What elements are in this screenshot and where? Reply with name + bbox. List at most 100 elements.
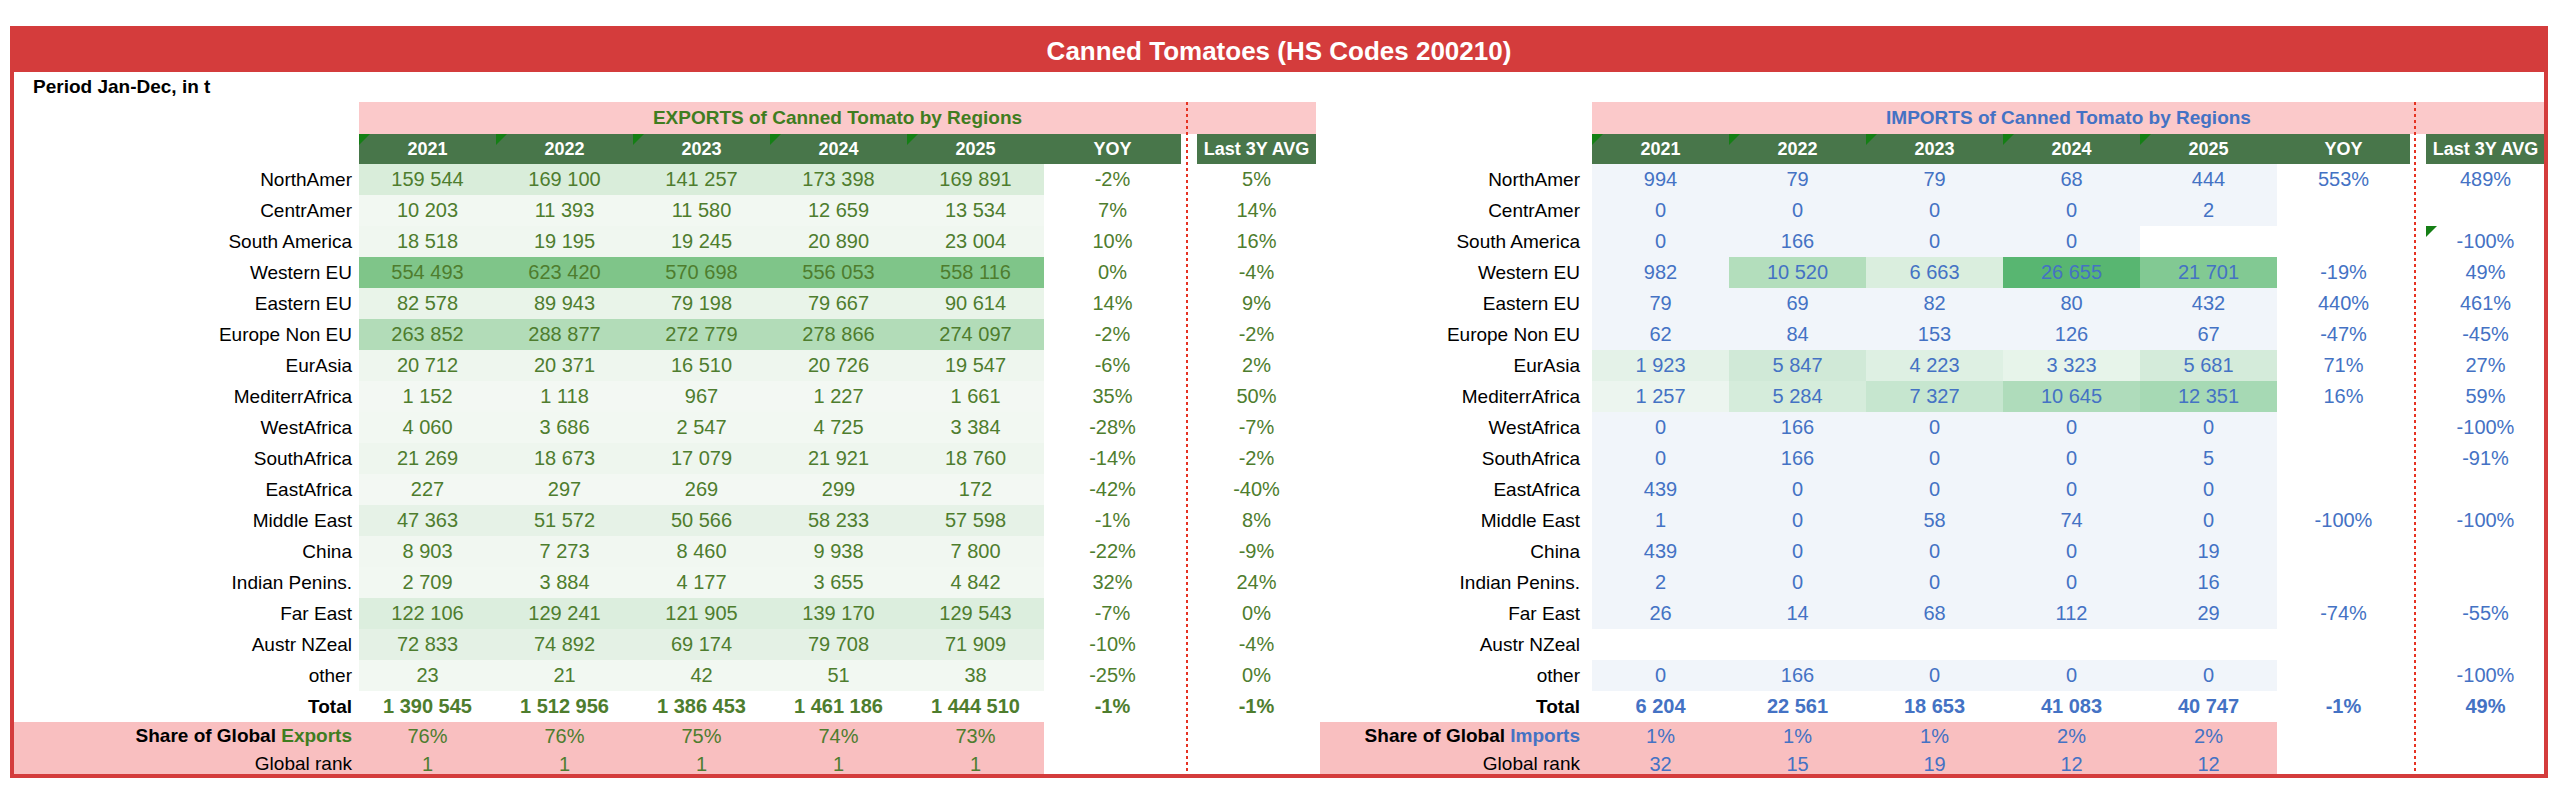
imports-yoy-cell[interactable]: -19%	[2277, 257, 2410, 288]
exports-value-cell[interactable]: 1 512 956	[496, 691, 633, 722]
exports-value-cell[interactable]: 21 921	[770, 443, 907, 474]
imports-value-cell[interactable]: 1 923	[1592, 350, 1729, 381]
imports-value-cell[interactable]: 0	[2003, 412, 2140, 443]
exports-value-cell[interactable]: 21 269	[359, 443, 496, 474]
imports-value-cell[interactable]: 166	[1729, 660, 1866, 691]
imports-avg-cell[interactable]: 461%	[2426, 288, 2545, 319]
imports-share-cell[interactable]: 1%	[1866, 722, 2003, 750]
exports-value-cell[interactable]: 269	[633, 474, 770, 505]
exports-value-cell[interactable]: 129 241	[496, 598, 633, 629]
imports-value-cell[interactable]: 68	[1866, 598, 2003, 629]
imports-value-cell[interactable]: 166	[1729, 412, 1866, 443]
exports-avg-cell[interactable]: -9%	[1197, 536, 1316, 567]
imports-value-cell[interactable]: 0	[1729, 505, 1866, 536]
row-label[interactable]: NorthAmer	[1320, 164, 1584, 195]
rank-label[interactable]: Global rank	[14, 750, 356, 778]
exports-share-cell[interactable]: 73%	[907, 722, 1044, 750]
imports-value-cell[interactable]: 82	[1866, 288, 2003, 319]
imports-value-cell[interactable]: 69	[1729, 288, 1866, 319]
row-label[interactable]: MediterrAfrica	[1320, 381, 1584, 412]
imports-avg-cell[interactable]: 489%	[2426, 164, 2545, 195]
exports-value-cell[interactable]: 1 390 545	[359, 691, 496, 722]
imports-share-cell[interactable]: 2%	[2003, 722, 2140, 750]
exports-value-cell[interactable]: 4 060	[359, 412, 496, 443]
exports-value-cell[interactable]: 10 203	[359, 195, 496, 226]
exports-avg-cell[interactable]: 24%	[1197, 567, 1316, 598]
imports-value-cell[interactable]: 5 284	[1729, 381, 1866, 412]
imports-value-cell[interactable]: 40 747	[2140, 691, 2277, 722]
imports-value-cell[interactable]: 439	[1592, 474, 1729, 505]
imports-avg-cell[interactable]: -91%	[2426, 443, 2545, 474]
row-label[interactable]: South America	[14, 226, 356, 257]
exports-value-cell[interactable]: 51	[770, 660, 907, 691]
imports-yoy-cell[interactable]: -74%	[2277, 598, 2410, 629]
imports-avg-cell[interactable]	[2426, 567, 2545, 598]
imports-rank-cell[interactable]: 32	[1592, 750, 1729, 778]
exports-value-cell[interactable]: 11 393	[496, 195, 633, 226]
imports-yoy-cell[interactable]: 440%	[2277, 288, 2410, 319]
exports-yoy-cell[interactable]: -2%	[1044, 164, 1181, 195]
exports-avg-cell[interactable]: 9%	[1197, 288, 1316, 319]
exports-value-cell[interactable]: 263 852	[359, 319, 496, 350]
exports-value-cell[interactable]: 278 866	[770, 319, 907, 350]
imports-value-cell[interactable]	[2003, 629, 2140, 660]
exports-value-cell[interactable]: 18 518	[359, 226, 496, 257]
imports-rank-cell[interactable]: 12	[2003, 750, 2140, 778]
imports-value-cell[interactable]: 0	[1866, 660, 2003, 691]
imports-value-cell[interactable]: 1	[1592, 505, 1729, 536]
imports-value-cell[interactable]: 0	[1592, 226, 1729, 257]
row-label[interactable]: Western EU	[14, 257, 356, 288]
exports-avg-cell[interactable]: 14%	[1197, 195, 1316, 226]
imports-yoy-cell[interactable]	[2277, 660, 2410, 691]
imports-yoy-cell[interactable]: 71%	[2277, 350, 2410, 381]
imports-yoy-cell[interactable]: -47%	[2277, 319, 2410, 350]
imports-value-cell[interactable]: 0	[2003, 474, 2140, 505]
exports-value-cell[interactable]: 79 198	[633, 288, 770, 319]
exports-value-cell[interactable]: 21	[496, 660, 633, 691]
exports-value-cell[interactable]: 19 245	[633, 226, 770, 257]
imports-value-cell[interactable]: 41 083	[2003, 691, 2140, 722]
exports-value-cell[interactable]: 297	[496, 474, 633, 505]
imports-value-cell[interactable]: 0	[2003, 660, 2140, 691]
exports-rank-cell[interactable]: 1	[907, 750, 1044, 778]
imports-value-cell[interactable]: 0	[2140, 412, 2277, 443]
imports-value-cell[interactable]: 166	[1729, 226, 1866, 257]
exports-value-cell[interactable]: 79 667	[770, 288, 907, 319]
imports-avg-cell[interactable]: -100%	[2426, 412, 2545, 443]
row-label[interactable]: EurAsia	[1320, 350, 1584, 381]
imports-value-cell[interactable]: 126	[2003, 319, 2140, 350]
exports-value-cell[interactable]: 3 686	[496, 412, 633, 443]
exports-year-header-2022[interactable]: 2022	[496, 134, 633, 164]
row-label[interactable]: WestAfrica	[1320, 412, 1584, 443]
exports-value-cell[interactable]: 274 097	[907, 319, 1044, 350]
row-label[interactable]: Indian Penins.	[1320, 567, 1584, 598]
exports-value-cell[interactable]: 3 655	[770, 567, 907, 598]
exports-value-cell[interactable]: 50 566	[633, 505, 770, 536]
exports-value-cell[interactable]: 20 726	[770, 350, 907, 381]
exports-avg-cell[interactable]: -4%	[1197, 257, 1316, 288]
imports-value-cell[interactable]: 67	[2140, 319, 2277, 350]
imports-rank-cell[interactable]: 15	[1729, 750, 1866, 778]
exports-value-cell[interactable]: 13 534	[907, 195, 1044, 226]
imports-value-cell[interactable]: 21 701	[2140, 257, 2277, 288]
imports-value-cell[interactable]: 0	[2003, 226, 2140, 257]
row-label[interactable]: Eastern EU	[14, 288, 356, 319]
imports-value-cell[interactable]: 84	[1729, 319, 1866, 350]
imports-value-cell[interactable]: 0	[2140, 660, 2277, 691]
imports-value-cell[interactable]: 7 327	[1866, 381, 2003, 412]
row-label[interactable]: China	[1320, 536, 1584, 567]
exports-value-cell[interactable]: 4 842	[907, 567, 1044, 598]
exports-value-cell[interactable]: 18 673	[496, 443, 633, 474]
exports-value-cell[interactable]: 554 493	[359, 257, 496, 288]
exports-yoy-cell[interactable]: 0%	[1044, 257, 1181, 288]
imports-value-cell[interactable]: 0	[1729, 474, 1866, 505]
imports-value-cell[interactable]: 6 663	[1866, 257, 2003, 288]
exports-value-cell[interactable]: 121 905	[633, 598, 770, 629]
imports-value-cell[interactable]: 29	[2140, 598, 2277, 629]
exports-value-cell[interactable]: 288 877	[496, 319, 633, 350]
imports-yoy-cell[interactable]	[2277, 474, 2410, 505]
row-label[interactable]: Western EU	[1320, 257, 1584, 288]
exports-share-cell[interactable]: 74%	[770, 722, 907, 750]
exports-share-cell[interactable]: 76%	[496, 722, 633, 750]
imports-yoy-cell[interactable]: 553%	[2277, 164, 2410, 195]
